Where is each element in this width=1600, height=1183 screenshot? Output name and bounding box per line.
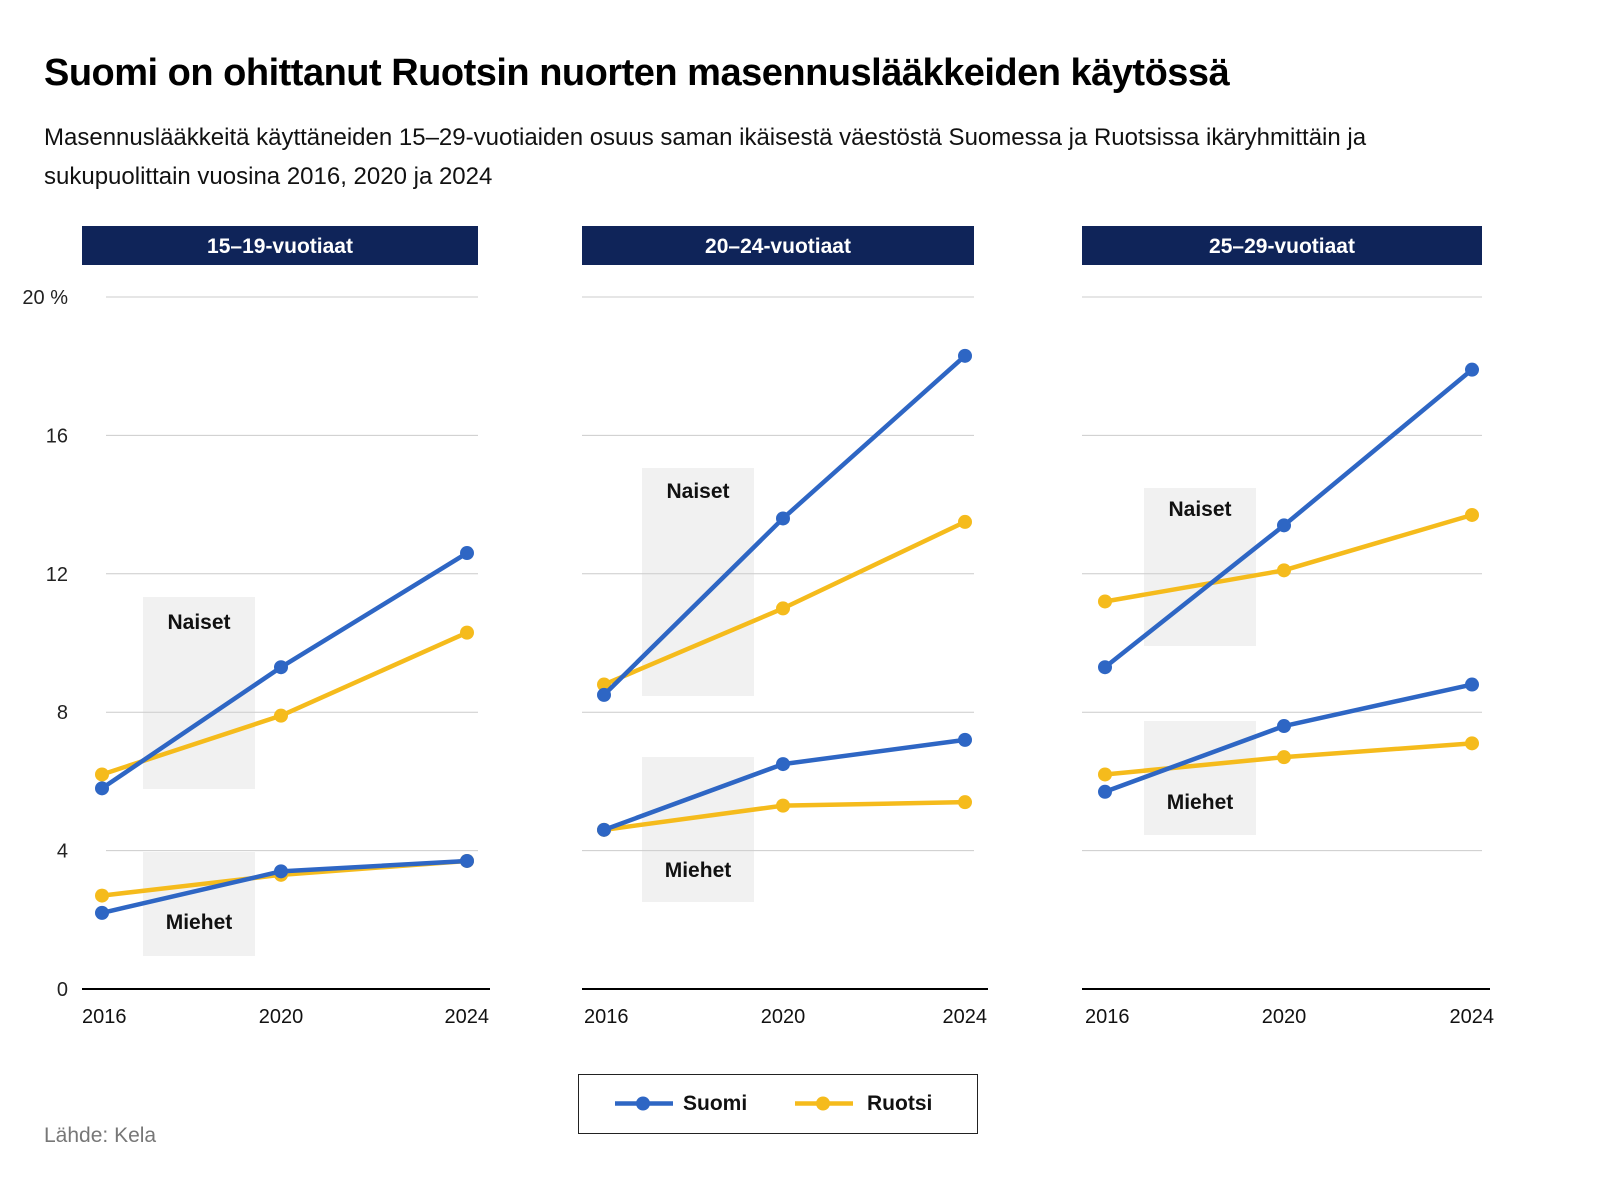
- data-point-suomi: [597, 822, 611, 837]
- panel-title: 15–19-vuotiaat: [207, 235, 353, 258]
- x-tick-label: 2024: [445, 1006, 490, 1028]
- x-tick-label: 2020: [1262, 1006, 1307, 1028]
- panel-header: [582, 226, 974, 265]
- data-point-suomi: [274, 864, 288, 879]
- y-tick-label: 8: [57, 702, 68, 724]
- x-tick-label: 2024: [943, 1006, 988, 1028]
- data-point-suomi: [95, 905, 109, 920]
- panel-header: [82, 226, 478, 265]
- legend-swatch-suomi-marker: [636, 1096, 650, 1111]
- legend: Suomi Ruotsi: [578, 1074, 978, 1134]
- data-point-ruotsi: [1098, 594, 1112, 609]
- y-tick-label: 20 %: [22, 287, 68, 309]
- y-tick-label: 0: [57, 979, 68, 1001]
- legend-label-suomi: Suomi: [683, 1092, 748, 1115]
- data-point-suomi: [958, 732, 972, 747]
- data-point-ruotsi: [776, 601, 790, 616]
- x-tick-label: 2020: [259, 1006, 304, 1028]
- group-label: Miehet: [1167, 791, 1234, 814]
- data-point-ruotsi: [1277, 563, 1291, 578]
- data-point-suomi: [597, 687, 611, 702]
- legend-item-suomi: Suomi: [611, 1075, 761, 1132]
- x-tick-label: 2024: [1450, 1006, 1495, 1028]
- data-point-ruotsi: [95, 888, 109, 903]
- data-point-suomi: [1098, 660, 1112, 675]
- legend-label-ruotsi: Ruotsi: [867, 1092, 933, 1115]
- data-point-suomi: [1465, 677, 1479, 692]
- legend-swatch-ruotsi-marker: [816, 1096, 830, 1111]
- data-point-ruotsi: [274, 708, 288, 723]
- data-point-suomi: [460, 853, 474, 868]
- data-point-suomi: [460, 546, 474, 561]
- data-point-ruotsi: [1098, 767, 1112, 782]
- data-point-suomi: [776, 511, 790, 526]
- chart-subtitle: Masennuslääkkeitä käyttäneiden 15–29-vuo…: [44, 124, 1367, 190]
- chart-title: Suomi on ohittanut Ruotsin nuorten masen…: [44, 52, 1230, 94]
- data-point-suomi: [958, 348, 972, 363]
- data-point-suomi: [1277, 719, 1291, 734]
- group-label: Naiset: [666, 480, 729, 503]
- legend-item-ruotsi: Ruotsi: [791, 1075, 951, 1132]
- x-tick-label: 2020: [761, 1006, 806, 1028]
- data-point-ruotsi: [460, 625, 474, 640]
- data-point-ruotsi: [95, 767, 109, 782]
- legend-swatch-suomi: [615, 1096, 673, 1111]
- data-point-suomi: [776, 757, 790, 772]
- data-point-suomi: [274, 660, 288, 675]
- data-point-ruotsi: [597, 677, 611, 692]
- data-point-suomi: [95, 781, 109, 796]
- data-point-suomi: [1465, 362, 1479, 377]
- group-label: Naiset: [167, 611, 230, 634]
- data-point-ruotsi: [958, 514, 972, 529]
- group-label: Naiset: [1168, 498, 1231, 521]
- panel-header: [1082, 226, 1482, 265]
- data-point-ruotsi: [1465, 736, 1479, 751]
- data-point-suomi: [1098, 784, 1112, 799]
- x-tick-label: 2016: [1085, 1006, 1130, 1028]
- data-point-ruotsi: [1277, 750, 1291, 765]
- legend-swatch-ruotsi: [795, 1096, 853, 1111]
- group-label: Miehet: [166, 911, 233, 934]
- source-note: Lähde: Kela: [44, 1124, 157, 1147]
- x-tick-label: 2016: [584, 1006, 629, 1028]
- data-point-ruotsi: [776, 798, 790, 813]
- group-label: Miehet: [665, 859, 732, 882]
- data-point-ruotsi: [1465, 507, 1479, 522]
- panel-title: 20–24-vuotiaat: [705, 235, 851, 258]
- data-point-ruotsi: [958, 795, 972, 810]
- y-tick-label: 16: [46, 425, 68, 447]
- panel-title: 25–29-vuotiaat: [1209, 235, 1355, 258]
- annotation-band: [1144, 721, 1256, 835]
- x-tick-label: 2016: [82, 1006, 127, 1028]
- y-tick-label: 12: [46, 564, 68, 586]
- y-tick-label: 4: [57, 841, 68, 863]
- annotation-band: [143, 852, 255, 956]
- data-point-suomi: [1277, 518, 1291, 533]
